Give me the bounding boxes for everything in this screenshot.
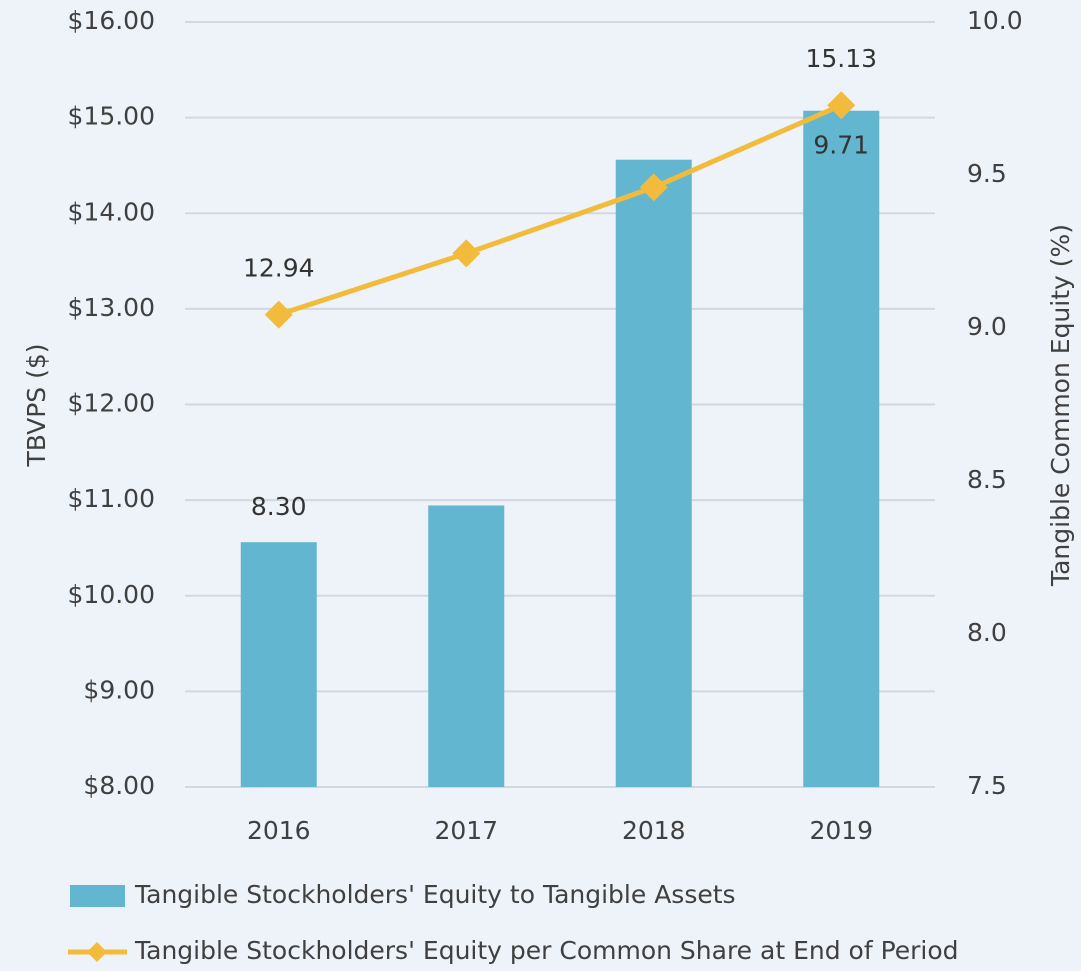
line-marker <box>639 173 668 202</box>
y-tick-label: $9.00 <box>83 675 155 704</box>
legend-swatch <box>70 885 125 907</box>
y2-tick-label: 10.0 <box>967 6 1023 35</box>
y-axis-title: TBVPS ($) <box>22 343 51 467</box>
y-tick-label: $14.00 <box>68 197 155 226</box>
y-tick-label: $8.00 <box>83 771 155 800</box>
y2-tick-label: 8.0 <box>967 618 1007 647</box>
y-tick-label: $16.00 <box>68 6 155 35</box>
y-tick-label: $11.00 <box>68 484 155 513</box>
x-tick-label: 2017 <box>434 816 498 845</box>
y2-tick-label: 7.5 <box>967 771 1007 800</box>
bar <box>240 542 317 787</box>
y-tick-label: $15.00 <box>68 102 155 131</box>
legend-label: Tangible Stockholders' Equity to Tangibl… <box>134 880 736 909</box>
line <box>277 102 843 317</box>
y-tick-label: $10.00 <box>68 580 155 609</box>
line-marker <box>827 91 856 120</box>
bar <box>615 159 692 787</box>
y-tick-label: $13.00 <box>68 293 155 322</box>
y2-tick-label: 8.5 <box>967 465 1007 494</box>
bar <box>803 110 880 788</box>
x-tick-label: 2018 <box>622 816 686 845</box>
legend-label: Tangible Stockholders' Equity per Common… <box>134 936 959 965</box>
bar <box>428 505 505 787</box>
y2-tick-label: 9.5 <box>967 159 1007 188</box>
data-label: 8.30 <box>251 492 307 521</box>
data-label: 12.94 <box>243 254 315 283</box>
y-tick-label: $12.00 <box>68 389 155 418</box>
data-label: 15.13 <box>805 44 877 73</box>
y2-tick-label: 9.0 <box>967 312 1007 341</box>
line-marker <box>264 300 293 329</box>
x-tick-label: 2019 <box>809 816 873 845</box>
y2-axis-title: Tangible Common Equity (%) <box>1046 224 1075 587</box>
x-tick-label: 2016 <box>247 816 311 845</box>
line-marker <box>452 239 481 268</box>
data-label: 9.71 <box>813 131 869 160</box>
legend-marker <box>87 942 107 962</box>
